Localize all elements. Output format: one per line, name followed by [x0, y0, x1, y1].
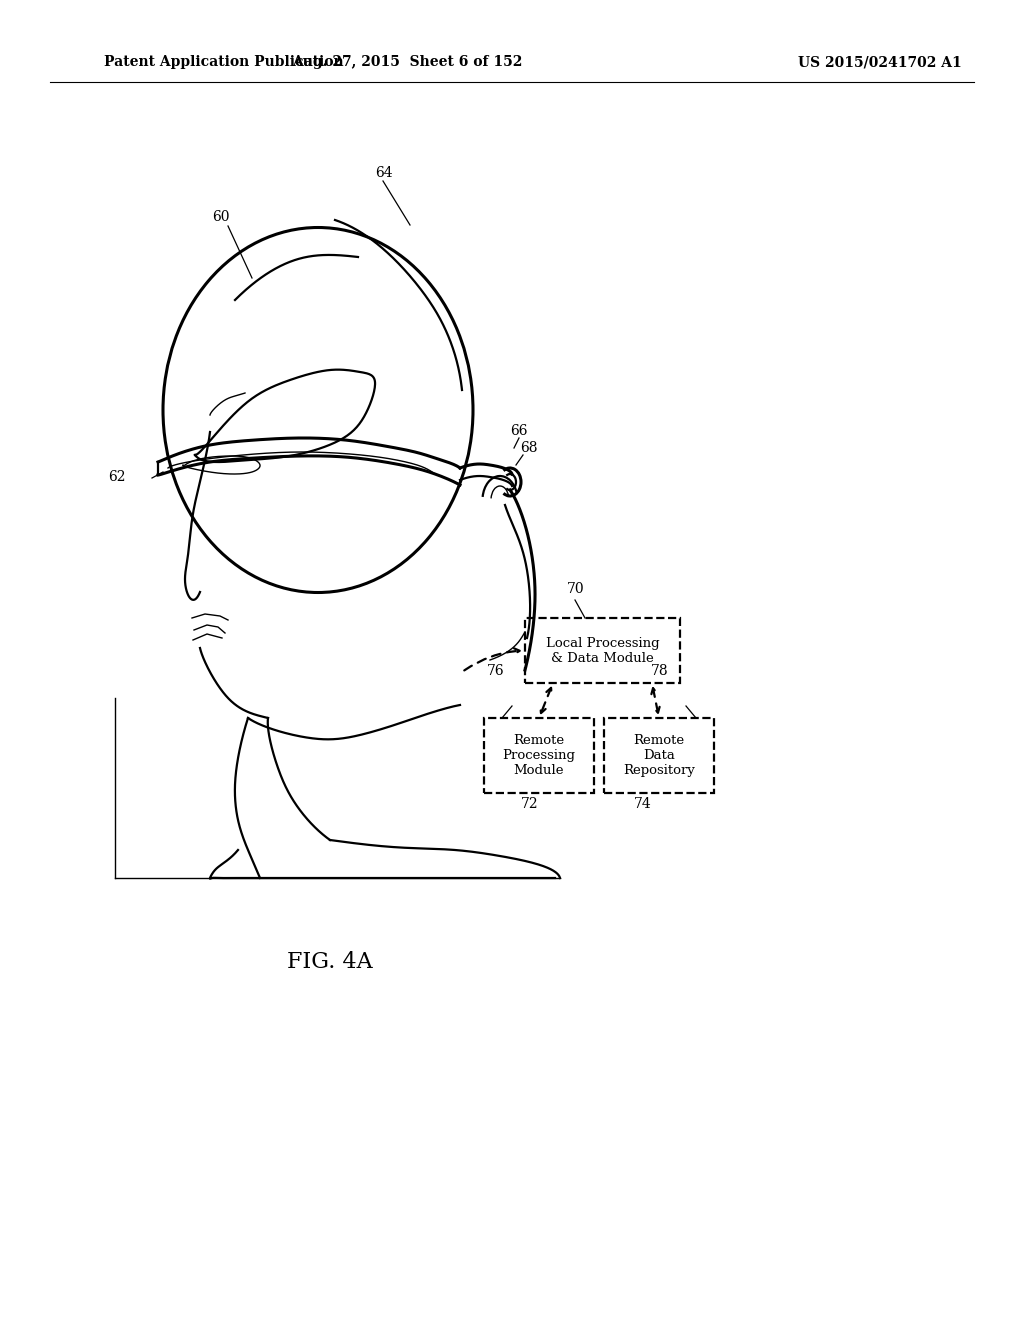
Text: 62: 62: [108, 470, 126, 484]
Text: 64: 64: [375, 166, 392, 180]
Text: Local Processing
& Data Module: Local Processing & Data Module: [546, 636, 659, 664]
Text: 74: 74: [634, 797, 651, 810]
Text: Remote
Processing
Module: Remote Processing Module: [503, 734, 575, 777]
Text: FIG. 4A: FIG. 4A: [287, 950, 373, 973]
Text: 76: 76: [487, 664, 505, 678]
Text: 66: 66: [510, 424, 527, 438]
Text: 60: 60: [212, 210, 229, 224]
Text: Remote
Data
Repository: Remote Data Repository: [623, 734, 695, 777]
Text: Aug. 27, 2015  Sheet 6 of 152: Aug. 27, 2015 Sheet 6 of 152: [292, 55, 522, 69]
Text: 70: 70: [567, 582, 585, 597]
Text: 78: 78: [651, 664, 669, 678]
Text: US 2015/0241702 A1: US 2015/0241702 A1: [798, 55, 962, 69]
Text: Patent Application Publication: Patent Application Publication: [104, 55, 344, 69]
Text: 72: 72: [521, 797, 539, 810]
Text: 68: 68: [520, 441, 538, 455]
